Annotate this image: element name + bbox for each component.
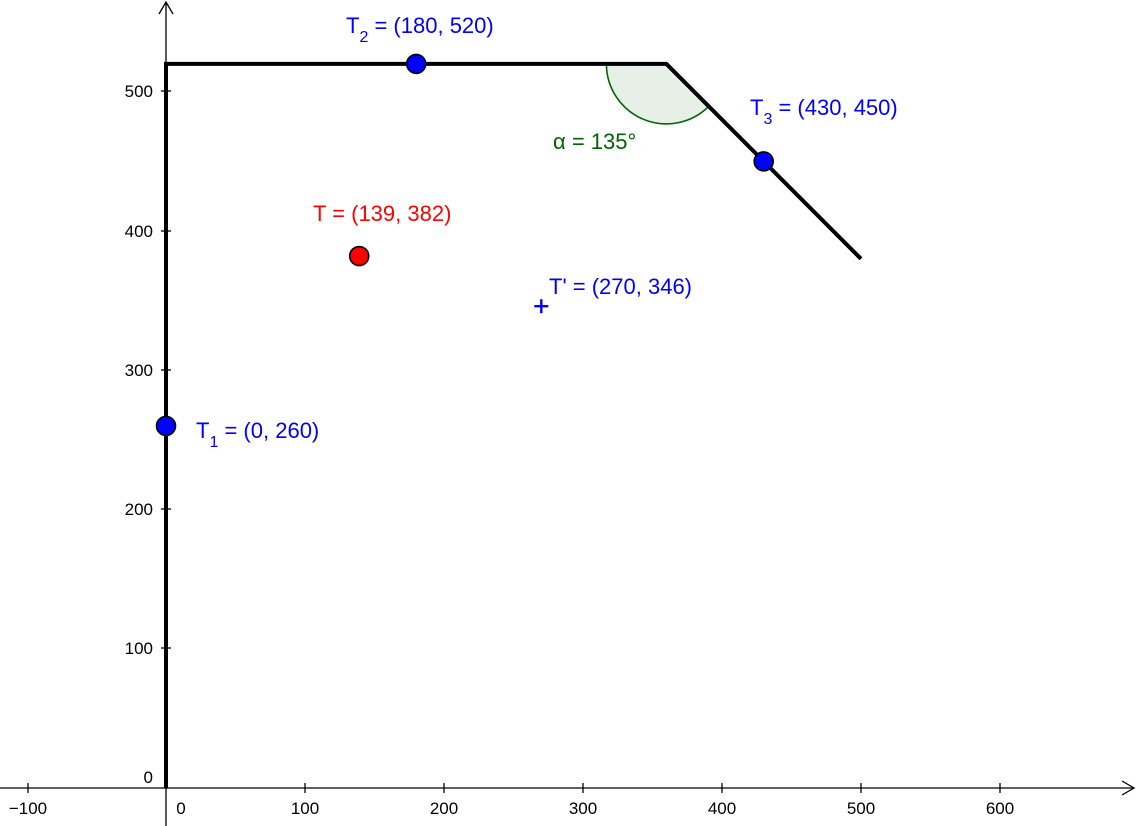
x-tick-label: 600: [986, 799, 1014, 818]
point-t2[interactable]: [405, 53, 427, 75]
x-tick-marks: [27, 783, 1001, 793]
point-t3-label-coords: = (430, 450): [772, 95, 897, 120]
point-t3-label: T3 = (430, 450): [750, 95, 898, 128]
y-tick-label: 300: [125, 361, 153, 380]
point-t-label-name: T: [313, 201, 326, 226]
point-t3-label-subscript: 3: [763, 111, 772, 128]
x-tick-labels: −100 0 100 200 300 400 500 600: [9, 799, 1014, 818]
point-t1-label-subscript: 1: [209, 434, 218, 451]
x-tick-label: 500: [847, 799, 875, 818]
point-t1-label-coords: = (0, 260): [218, 418, 319, 443]
point-t1-label-name: T: [196, 418, 209, 443]
point-t2-label-coords: = (180, 520): [368, 13, 493, 38]
x-tick-label: 400: [708, 799, 736, 818]
y-axis-arrow-icon: [158, 0, 174, 15]
x-tick-label: −100: [9, 799, 47, 818]
y-tick-label: 400: [125, 222, 153, 241]
point-t1[interactable]: [155, 415, 177, 437]
x-tick-label: 100: [291, 799, 319, 818]
angle-sector: [605, 63, 710, 125]
x-tick-label: 200: [430, 799, 458, 818]
point-t2-label-name: T: [346, 13, 359, 38]
x-tick-label: 0: [176, 799, 185, 818]
t-prime-label: T' = (270, 346): [549, 274, 692, 299]
point-t3-label-name: T: [750, 95, 763, 120]
point-t[interactable]: [348, 245, 370, 267]
y-tick-label: 500: [125, 82, 153, 101]
point-t2-label-subscript: 2: [359, 29, 368, 46]
point-t2-label: T2 = (180, 520): [346, 13, 494, 46]
y-tick-label: 200: [125, 500, 153, 519]
point-t-label: T = (139, 382): [313, 201, 451, 226]
t-prime-cross-marker: [534, 299, 549, 314]
x-axis-arrow-icon: [1121, 780, 1136, 796]
y-tick-label: 100: [125, 639, 153, 658]
angle-label: α = 135°: [553, 129, 636, 154]
x-tick-label: 300: [569, 799, 597, 818]
point-t3[interactable]: [753, 151, 775, 172]
y-tick-labels: 0 100 200 300 400 500: [125, 82, 153, 787]
point-t-label-coords: = (139, 382): [326, 201, 451, 226]
point-t1-label: T1 = (0, 260): [196, 418, 319, 451]
y-tick-label: 0: [144, 768, 153, 787]
